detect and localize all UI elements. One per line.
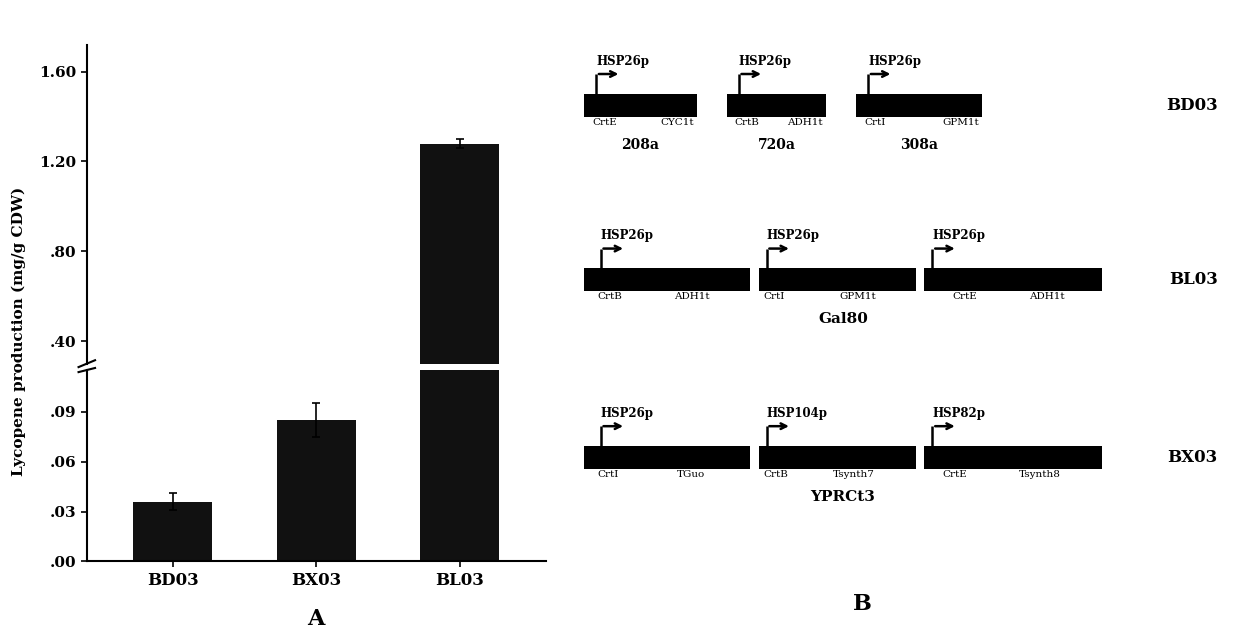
Bar	[916, 446, 925, 469]
Bar	[856, 94, 982, 117]
Text: HSP104p: HSP104p	[766, 407, 827, 420]
Text: CrtB: CrtB	[598, 292, 622, 301]
Bar	[420, 144, 498, 431]
Text: CrtB: CrtB	[764, 470, 789, 479]
Text: HSP82p: HSP82p	[932, 407, 986, 420]
Text: BX03: BX03	[1167, 449, 1218, 466]
Text: Lycopene production (mg/g CDW): Lycopene production (mg/g CDW)	[11, 187, 26, 477]
Text: Tsynth8: Tsynth8	[1018, 470, 1060, 479]
Text: CYC1t: CYC1t	[660, 118, 693, 127]
Text: Tsynth7: Tsynth7	[833, 470, 874, 479]
Text: CrtI: CrtI	[764, 292, 785, 301]
Bar	[916, 268, 925, 292]
Text: CrtE: CrtE	[942, 470, 967, 479]
Text: 720a: 720a	[758, 138, 796, 152]
Bar	[584, 446, 1101, 469]
Text: 308a: 308a	[900, 138, 939, 152]
Bar	[750, 446, 759, 469]
Text: HSP26p: HSP26p	[868, 55, 921, 68]
Bar	[420, 370, 498, 561]
Text: CrtE: CrtE	[952, 292, 977, 301]
Bar	[750, 268, 759, 292]
Text: GPM1t: GPM1t	[942, 118, 978, 127]
Text: BD03: BD03	[1166, 97, 1218, 114]
Text: BL03: BL03	[1169, 271, 1218, 288]
Text: HSP26p: HSP26p	[600, 230, 653, 242]
Text: CrtB: CrtB	[734, 118, 760, 127]
Bar	[134, 501, 212, 561]
Text: TGuo: TGuo	[677, 470, 706, 479]
Bar	[584, 94, 697, 117]
Text: B: B	[853, 593, 872, 615]
Text: HSP26p: HSP26p	[766, 230, 820, 242]
Text: HSP26p: HSP26p	[596, 55, 649, 68]
Text: HSP26p: HSP26p	[600, 407, 653, 420]
Text: 208a: 208a	[621, 138, 660, 152]
Text: HSP26p: HSP26p	[932, 230, 986, 242]
Text: CrtI: CrtI	[598, 470, 619, 479]
Text: A: A	[308, 608, 325, 630]
Text: ADH1t: ADH1t	[673, 292, 709, 301]
Bar	[727, 94, 826, 117]
Text: YPRCt3: YPRCt3	[811, 490, 875, 504]
Text: GPM1t: GPM1t	[839, 292, 877, 301]
Text: Gal80: Gal80	[818, 312, 868, 326]
Bar	[277, 420, 356, 561]
Text: ADH1t: ADH1t	[787, 118, 823, 127]
Text: ADH1t: ADH1t	[1028, 292, 1064, 301]
Bar	[584, 268, 1101, 292]
Text: CrtE: CrtE	[591, 118, 616, 127]
Text: HSP26p: HSP26p	[739, 55, 791, 68]
Text: CrtI: CrtI	[864, 118, 885, 127]
